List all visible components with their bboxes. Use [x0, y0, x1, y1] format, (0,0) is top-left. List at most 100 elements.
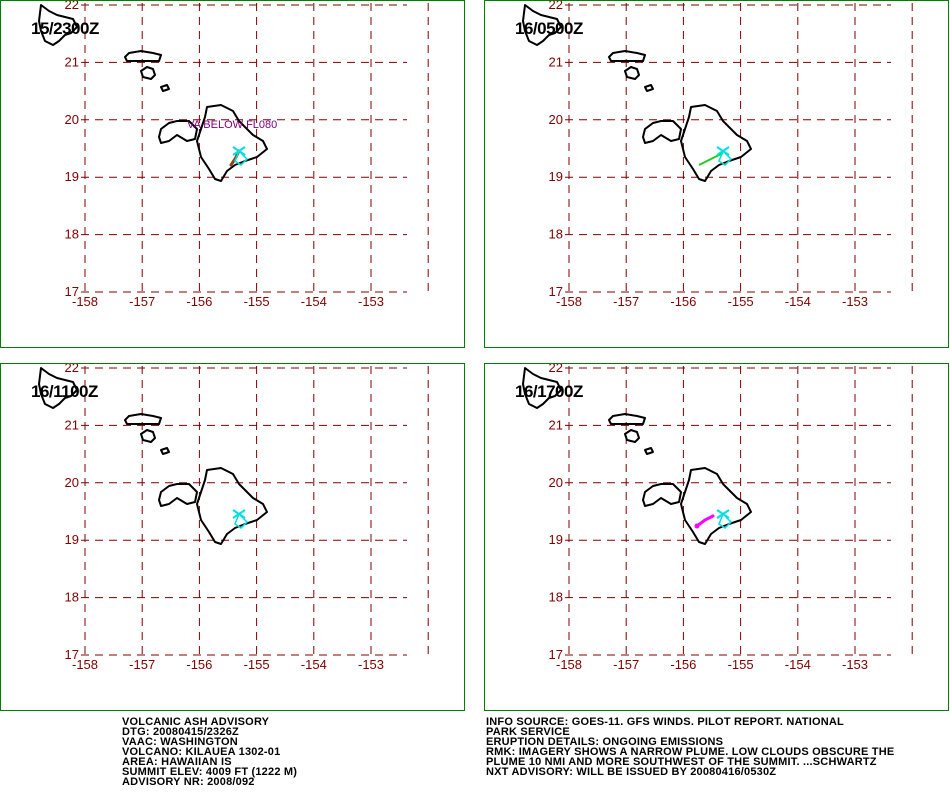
map-grid: [81, 3, 429, 297]
lon-tick-label: -154: [785, 294, 811, 309]
lat-tick-label: 22: [549, 1, 563, 12]
map-grid: [81, 366, 429, 660]
lat-tick-label: 18: [65, 227, 79, 242]
advisory-line: DTG: 20080415/2326Z: [122, 726, 239, 738]
lon-tick-label: -158: [556, 294, 582, 309]
island-oahu-part: [38, 367, 78, 409]
panel-time-label-2: 16/0500Z: [515, 19, 583, 38]
island-molokai: [124, 50, 162, 62]
lat-tick-label: 18: [549, 590, 563, 605]
island-molokai: [608, 413, 646, 425]
island-lanai: [140, 66, 156, 80]
lat-tick-label: 17: [65, 284, 79, 299]
map-panel-4: -158 -157 -156 -155 -154 -153 22 21 20 19 18 17 16/…: [484, 363, 949, 711]
coastlines: [522, 367, 752, 545]
island-oahu-part: [522, 367, 562, 409]
map-panel-2: -158 -157 -156 -155 -154 -153 22 21 20 19 18 17 16/…: [484, 0, 949, 348]
map-canvas-4: -158 -157 -156 -155 -154 -153 22 21 20 19 18 17: [522, 364, 913, 672]
coastlines: [38, 367, 268, 545]
advisory-line: VOLCANO: KILAUEA 1302-01: [122, 746, 281, 758]
island-kahoolawe: [644, 447, 654, 455]
advisory-remarks-block: INFO SOURCE: GOES-11. GFS WINDS. PILOT R…: [486, 716, 895, 778]
lat-tick-label: 19: [549, 169, 563, 184]
ash-plume-end: [694, 523, 700, 529]
map-canvas-2: -158 -157 -156 -155 -154 -153 22 21 20 19 18 17: [522, 1, 913, 309]
remarks-line: INFO SOURCE: GOES-11. GFS WINDS. PILOT R…: [486, 716, 844, 728]
advisory-line: AREA: HAWAIIAN IS: [122, 756, 232, 768]
lon-tick-label: -156: [186, 657, 212, 672]
lon-tick-label: -156: [186, 294, 212, 309]
island-big-island: [680, 104, 752, 182]
lat-tick-label: 18: [549, 227, 563, 242]
lat-tick-label: 20: [65, 112, 79, 127]
lon-tick-label: -158: [72, 657, 98, 672]
island-big-island: [196, 467, 268, 545]
island-maui: [158, 483, 198, 507]
lon-tick-label: -153: [358, 657, 384, 672]
advisory-header-block: VOLCANIC ASH ADVISORY DTG: 20080415/2326…: [122, 716, 298, 788]
plume-annotation: VA BELOW FL080: [187, 119, 277, 131]
lat-tick-label: 21: [65, 54, 79, 69]
island-kahoolawe: [644, 84, 654, 92]
volcano-marker-icon: [716, 146, 733, 166]
lon-tick-label: -157: [613, 294, 639, 309]
lon-tick-label: -155: [728, 657, 754, 672]
lat-tick-label: 22: [65, 1, 79, 12]
map-canvas-3: -158 -157 -156 -155 -154 -153 22 21 20 19 18 17: [38, 364, 429, 672]
lat-tick-label: 19: [549, 532, 563, 547]
remarks-line: NXT ADVISORY: WILL BE ISSUED BY 20080416…: [486, 766, 777, 778]
remarks-line: PARK SERVICE: [486, 726, 570, 738]
lat-tick-label: 22: [549, 364, 563, 375]
island-molokai: [608, 50, 646, 62]
lon-tick-label: -157: [129, 294, 155, 309]
advisory-line: ADVISORY NR: 2008/092: [122, 776, 255, 788]
volcano-marker-icon: [232, 146, 249, 166]
lon-tick-label: -157: [613, 657, 639, 672]
lat-tick-label: 17: [65, 647, 79, 662]
lon-tick-label: -156: [670, 294, 696, 309]
lon-tick-label: -153: [842, 657, 868, 672]
lon-tick-label: -155: [244, 657, 270, 672]
lat-tick-label: 21: [65, 417, 79, 432]
map-canvas-1: -158 -157 -156 -155 -154 -153 22 21 20 19 18 17 VA B…: [38, 1, 429, 309]
lon-tick-label: -153: [358, 294, 384, 309]
map-grid: [565, 3, 913, 297]
lon-tick-label: -158: [72, 294, 98, 309]
advisory-line: VOLCANIC ASH ADVISORY: [122, 716, 270, 728]
coastlines: [522, 4, 752, 182]
island-kahoolawe: [160, 84, 170, 92]
remarks-line: RMK: IMAGERY SHOWS A NARROW PLUME. LOW C…: [486, 746, 895, 758]
lon-tick-label: -158: [556, 657, 582, 672]
lon-tick-label: -156: [670, 657, 696, 672]
lat-tick-label: 18: [65, 590, 79, 605]
map-panel-1: -158 -157 -156 -155 -154 -153 22 21 20 19 18 17 VA B…: [0, 0, 465, 348]
lat-tick-label: 20: [549, 112, 563, 127]
advisory-line: VAAC: WASHINGTON: [122, 736, 238, 748]
advisory-line: SUMMIT ELEV: 4009 FT (1222 M): [122, 766, 298, 778]
island-oahu-part: [522, 4, 562, 46]
island-big-island: [680, 467, 752, 545]
island-molokai: [124, 413, 162, 425]
lon-tick-label: -155: [244, 294, 270, 309]
island-maui: [158, 120, 198, 144]
lat-tick-label: 21: [549, 417, 563, 432]
lon-tick-label: -157: [129, 657, 155, 672]
map-grid: [565, 366, 913, 660]
lat-tick-label: 22: [65, 364, 79, 375]
remarks-line: ERUPTION DETAILS: ONGOING EMISSIONS: [486, 736, 724, 748]
island-maui: [642, 120, 682, 144]
panel-time-label-1: 15/2300Z: [31, 19, 99, 38]
lat-tick-label: 21: [549, 54, 563, 69]
volcano-marker-icon: [716, 509, 733, 529]
lon-tick-label: -154: [301, 657, 327, 672]
island-lanai: [624, 66, 640, 80]
lon-tick-label: -155: [728, 294, 754, 309]
lat-tick-label: 20: [549, 475, 563, 490]
lon-tick-label: -154: [785, 657, 811, 672]
island-kahoolawe: [160, 447, 170, 455]
island-maui: [642, 483, 682, 507]
volcano-marker-icon: [232, 509, 249, 529]
lat-tick-label: 19: [65, 169, 79, 184]
lat-tick-label: 17: [549, 647, 563, 662]
lon-tick-label: -154: [301, 294, 327, 309]
